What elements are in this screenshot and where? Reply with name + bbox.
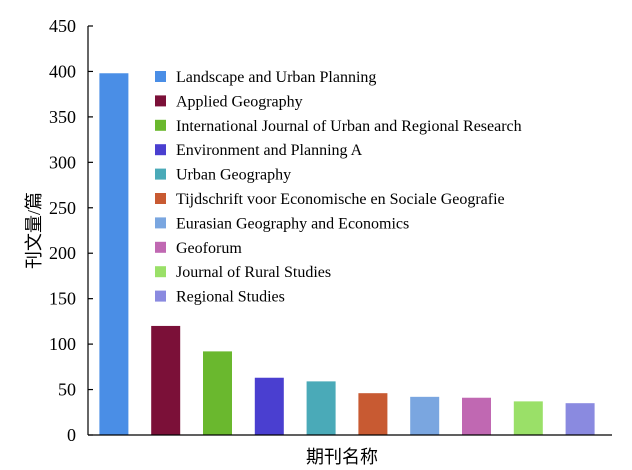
- legend-swatch: [155, 168, 166, 180]
- legend-swatch: [155, 144, 166, 156]
- bar-2: [151, 325, 181, 435]
- legend-swatch: [155, 290, 166, 302]
- legend-label: Tijdschrift voor Economische en Sociale …: [176, 191, 505, 208]
- legend-label: Geoforum: [176, 240, 242, 257]
- bar-5: [306, 381, 336, 435]
- legend-label: Urban Geography: [176, 167, 291, 184]
- y-tick-label: 150: [49, 289, 76, 309]
- bar-10: [565, 403, 595, 435]
- bar-1: [99, 73, 129, 436]
- legend-label: Journal of Rural Studies: [176, 264, 331, 281]
- bar-4: [254, 377, 284, 435]
- legend-swatch: [155, 95, 166, 107]
- legend-label: Environment and Planning A: [176, 142, 363, 159]
- y-tick-label: 350: [49, 107, 76, 127]
- legend-swatch: [155, 217, 166, 229]
- y-axis-label: 刊文量/篇: [24, 192, 44, 269]
- legend-label: Landscape and Urban Planning: [176, 69, 376, 86]
- legend-swatch: [155, 193, 166, 204]
- legend-swatch: [155, 266, 166, 278]
- y-tick-label: 100: [49, 334, 76, 354]
- legend-swatch: [155, 241, 166, 253]
- legend-label: Applied Geography: [176, 93, 303, 110]
- y-tick-label: 50: [58, 380, 76, 400]
- legend-swatch: [155, 119, 166, 131]
- y-tick-label: 0: [67, 425, 76, 445]
- y-tick-label: 400: [49, 61, 76, 81]
- legend-label: International Journal of Urban and Regio…: [176, 118, 522, 135]
- bar-8: [462, 397, 491, 435]
- x-axis-label: 期刊名称: [306, 447, 378, 467]
- y-tick-label: 200: [49, 243, 76, 263]
- bars: [99, 73, 595, 436]
- legend-label: Eurasian Geography and Economics: [176, 215, 409, 232]
- bar-6: [358, 393, 388, 435]
- y-tick-label: 300: [49, 152, 76, 172]
- legend: Landscape and Urban Planning Applied Geog…: [155, 69, 522, 306]
- y-axis-ticks: 0 50 100 150 200 250 300 350 400 450: [49, 16, 93, 445]
- y-tick-label: 450: [49, 16, 76, 36]
- bar-7: [410, 396, 440, 435]
- bar-3: [203, 351, 232, 435]
- legend-swatch: [155, 71, 166, 82]
- bar-9: [513, 401, 543, 435]
- y-tick-label: 250: [49, 198, 76, 218]
- legend-label: Regional Studies: [176, 289, 285, 306]
